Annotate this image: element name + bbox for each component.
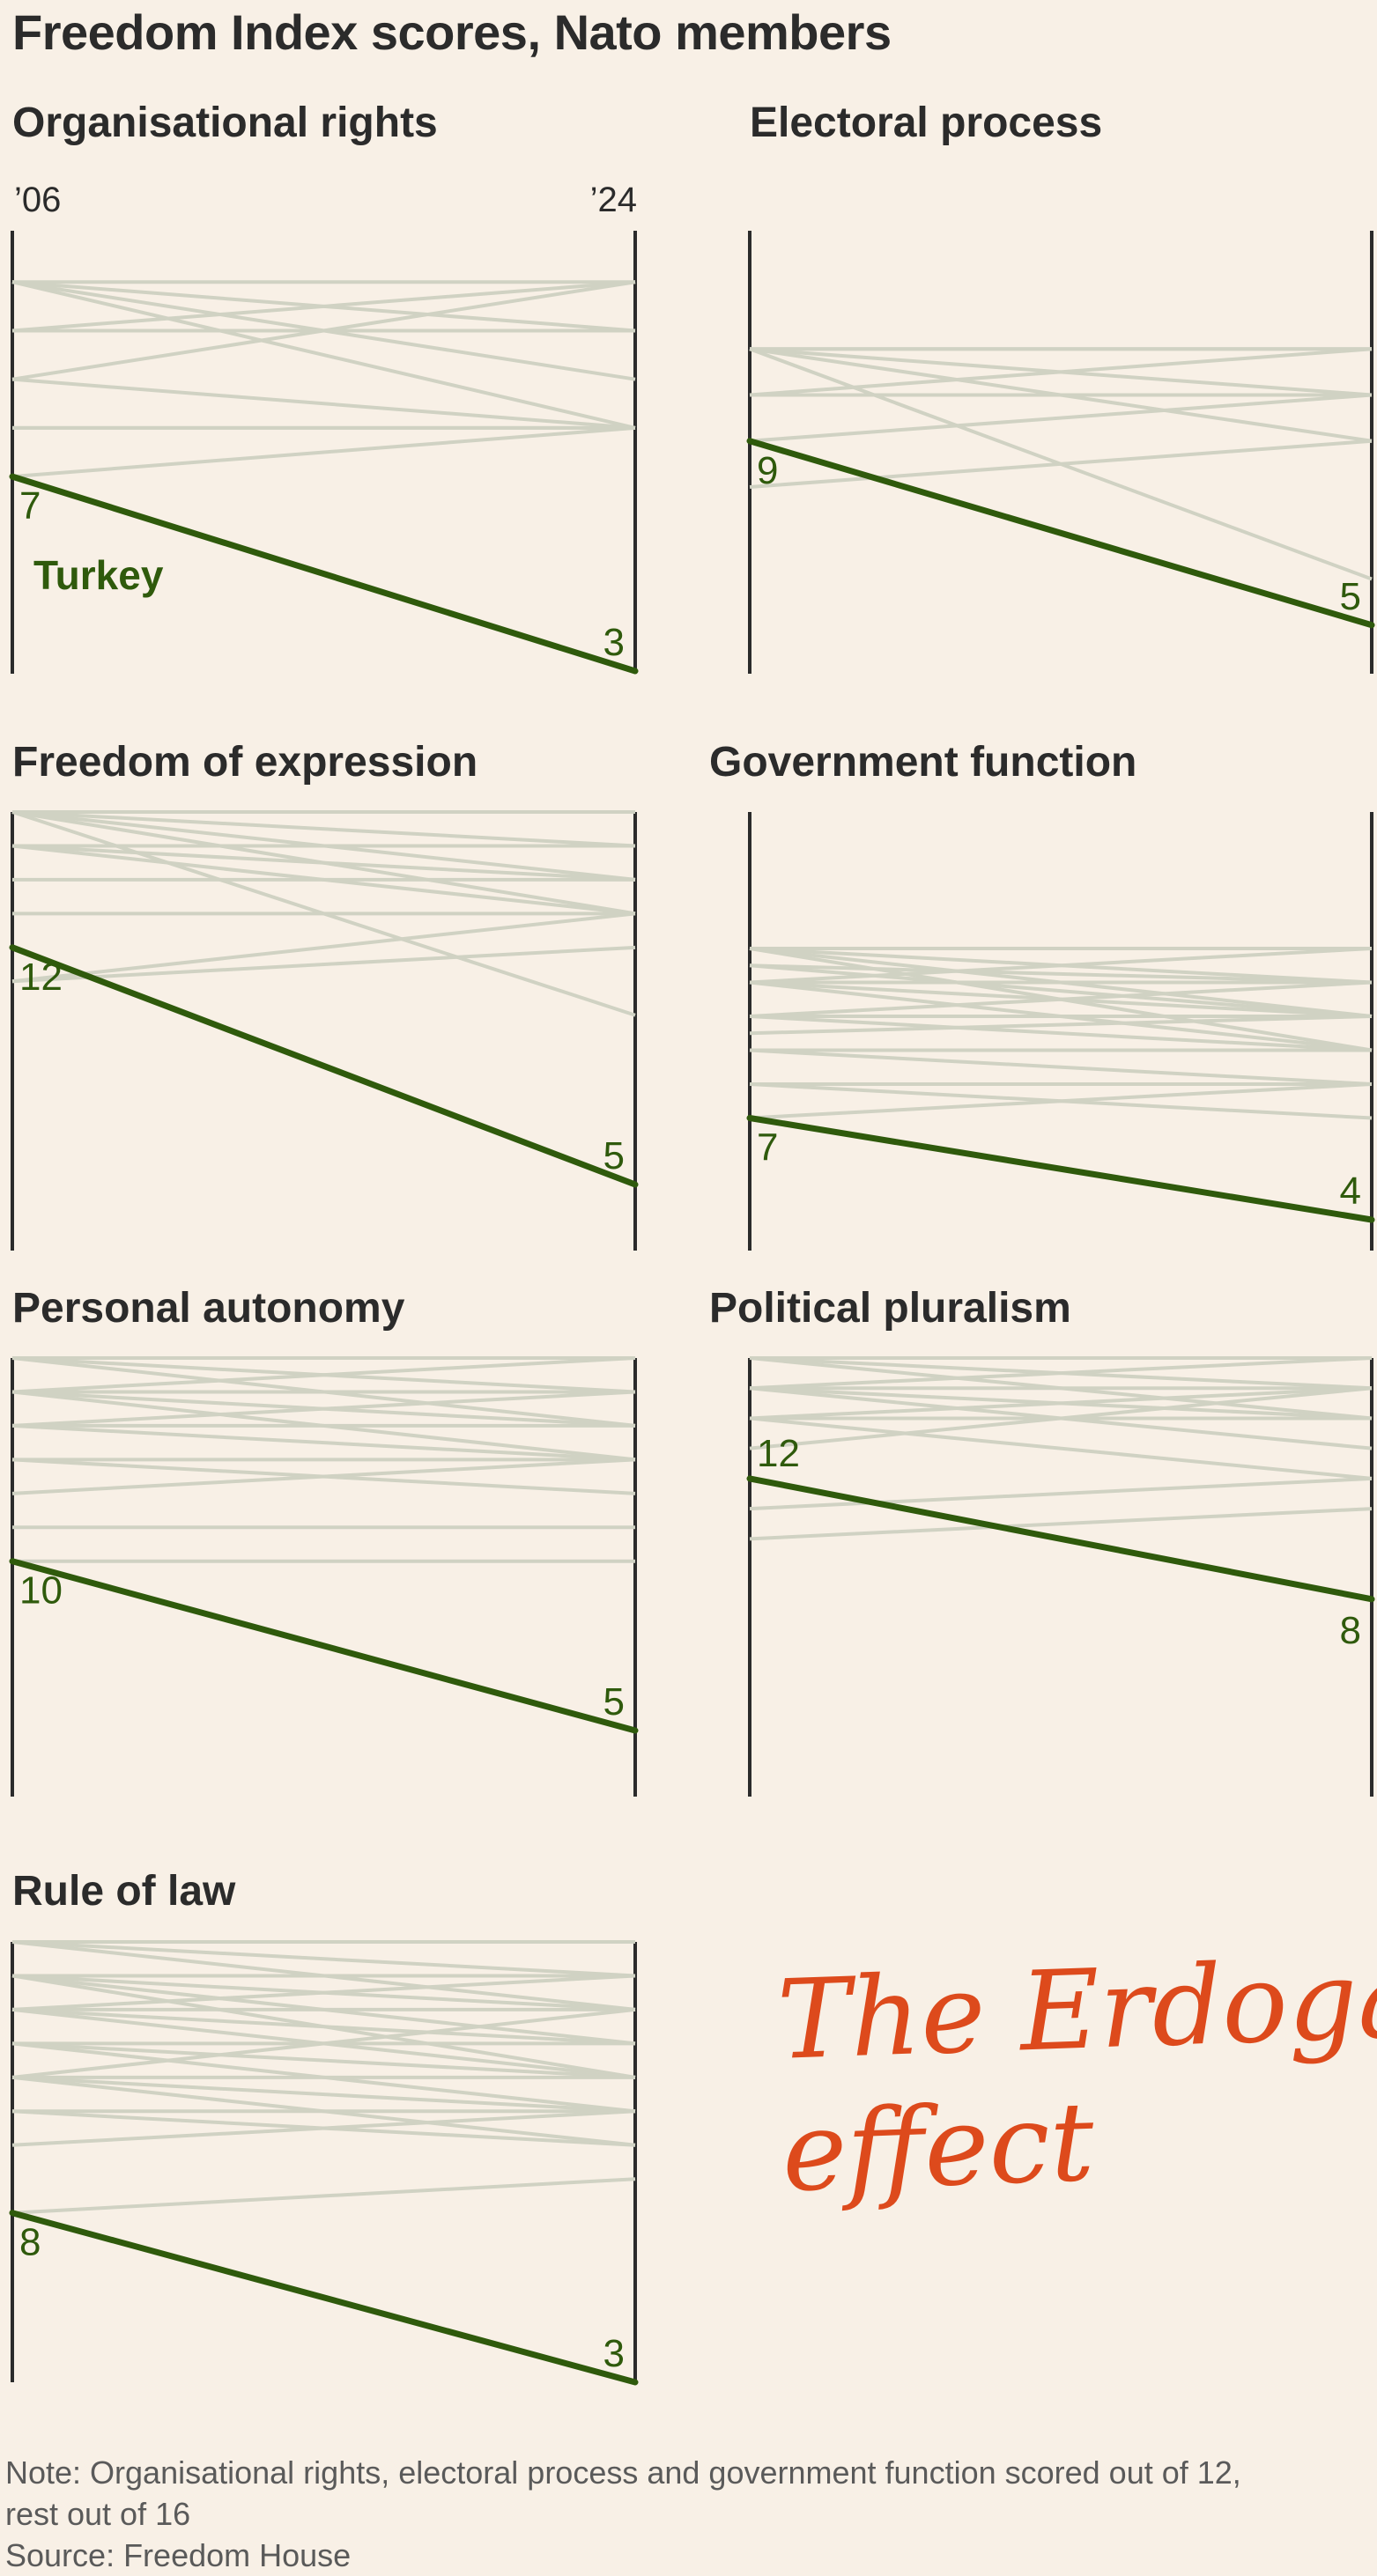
slope-line-turkey — [9, 473, 639, 675]
slope-line-other-14 — [11, 1390, 636, 1462]
panel-title-electoral-process: Electoral process — [750, 100, 1103, 146]
turkey-end-value: 5 — [603, 1680, 625, 1723]
panel-title-organisational-rights: Organisational rights — [12, 100, 438, 146]
note-line-2: rest out of 16 — [5, 2496, 191, 2532]
turkey-start-value: 12 — [757, 1432, 800, 1475]
slope-line-other-8 — [11, 425, 636, 479]
slope-line-other-11 — [11, 1458, 636, 1495]
year-start-label: ’06 — [14, 181, 61, 219]
slope-line-other-3 — [749, 1356, 1373, 1391]
turkey-end-value: 5 — [603, 1134, 625, 1177]
slope-line-other-10 — [11, 945, 636, 984]
slope-line-turkey — [9, 1558, 639, 1734]
turkey-start-value: 9 — [757, 449, 778, 492]
turkey-end-value: 4 — [1340, 1170, 1361, 1213]
slope-line-other-7 — [749, 439, 1373, 489]
year-end-label: ’24 — [590, 181, 637, 219]
slope-line-other-13 — [749, 1015, 1373, 1036]
slope-line-other-4 — [749, 963, 1373, 985]
note-line-1: Note: Organisational rights, electoral p… — [5, 2454, 1241, 2491]
slope-line-other-6 — [11, 1390, 636, 1428]
handwritten-annotation: The Erdogan effect — [775, 1930, 1377, 2219]
turkey-start-value: 7 — [757, 1126, 778, 1170]
slope-line-other-3 — [11, 280, 636, 333]
source-line: Source: Freedom House — [5, 2537, 352, 2573]
panel-title-personal-autonomy: Personal autonomy — [12, 1285, 405, 1332]
slope-line-other-19 — [11, 2177, 636, 2215]
slope-line-other-18 — [749, 1082, 1373, 1120]
slope-line-turkey — [746, 1475, 1375, 1603]
slope-line-other-17 — [749, 1048, 1373, 1086]
slope-line-other-5 — [749, 963, 1373, 1018]
slope-line-other-6 — [11, 844, 636, 882]
slope-line-turkey — [746, 438, 1375, 629]
turkey-end-value: 5 — [1340, 575, 1361, 618]
panel-title-rule-of-law: Rule of law — [12, 1868, 236, 1915]
slope-line-other-8 — [11, 1423, 636, 1462]
slope-line-other-10 — [749, 980, 1373, 1018]
turkey-end-value: 3 — [603, 621, 625, 664]
turkey-start-value: 10 — [19, 1569, 63, 1613]
slope-line-other-10 — [749, 1507, 1373, 1541]
slope-line-other-6 — [749, 393, 1373, 443]
slope-line-other-1 — [11, 1940, 636, 1978]
slope-line-other-1 — [11, 810, 636, 848]
slope-line-turkey — [9, 944, 639, 1188]
slope-line-other-12 — [749, 1386, 1373, 1450]
slope-line-other-8 — [749, 1416, 1373, 1480]
slope-line-other-11 — [11, 912, 636, 984]
turkey-start-value: 12 — [19, 956, 63, 999]
slope-line-other-20 — [11, 1974, 636, 2079]
slope-line-other-18 — [11, 2109, 636, 2147]
slope-line-other-6 — [749, 1386, 1373, 1421]
annotation-line-1: The Erdogan — [775, 1932, 1377, 2085]
slope-line-other-6 — [749, 947, 1373, 985]
slope-line-other-21 — [11, 2007, 636, 2079]
slope-line-other-14 — [11, 2075, 636, 2114]
panel-title-government-function: Government function — [709, 739, 1137, 786]
turkey-end-value: 3 — [603, 2332, 625, 2375]
slope-line-other-3 — [11, 1356, 636, 1394]
turkey-end-value: 8 — [1340, 1609, 1361, 1652]
slope-line-other-12 — [749, 1015, 1373, 1052]
slope-line-other-5 — [11, 280, 636, 381]
annotation-line-2: effect — [780, 2078, 1097, 2217]
slope-line-other-4 — [749, 347, 1373, 397]
footnote: Note: Organisational rights, electoral p… — [5, 2452, 1371, 2576]
slope-line-turkey — [746, 1115, 1375, 1223]
turkey-start-value: 7 — [19, 484, 41, 528]
slope-line-other-10 — [11, 377, 636, 430]
panel-title-freedom-of-expression: Freedom of expression — [12, 739, 478, 786]
chart-title: Freedom Index scores, Nato members — [12, 4, 892, 60]
turkey-label: Turkey — [33, 552, 164, 598]
slope-line-turkey — [9, 2210, 639, 2386]
slope-line-other-6 — [11, 1974, 636, 2011]
turkey-start-value: 8 — [19, 2221, 41, 2264]
panel-title-political-pluralism: Political pluralism — [709, 1285, 1071, 1332]
slope-line-other-9 — [749, 1476, 1373, 1511]
slope-line-other-9 — [11, 280, 636, 430]
slope-line-other-11 — [11, 2041, 636, 2079]
